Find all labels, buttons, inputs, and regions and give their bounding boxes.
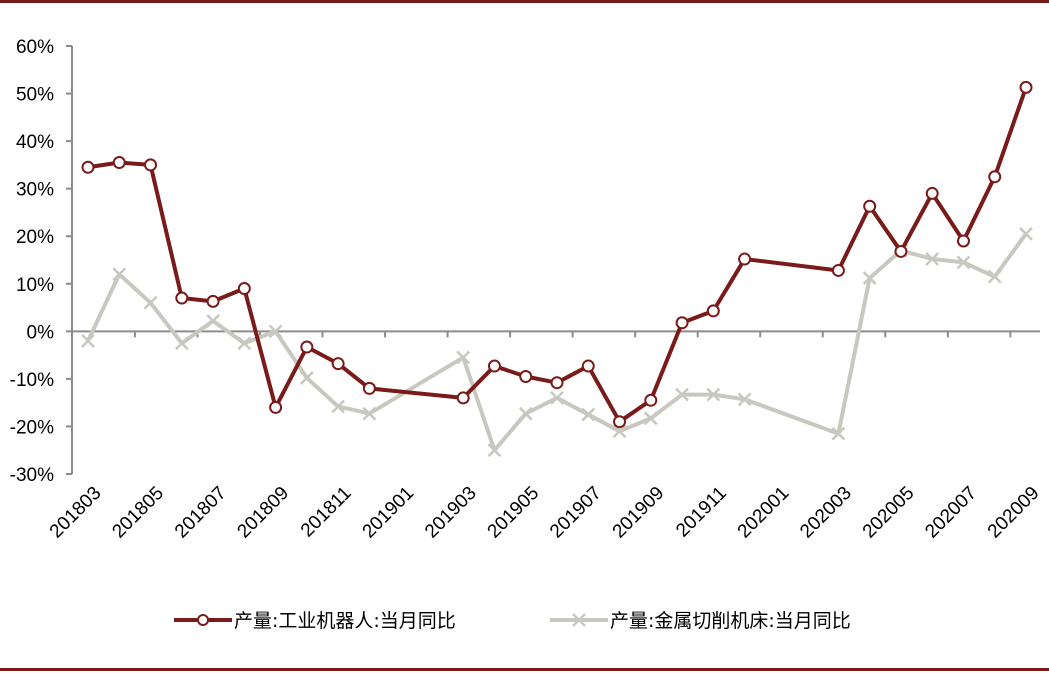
data-point <box>831 263 845 277</box>
data-point <box>863 199 877 213</box>
data-point <box>487 443 502 458</box>
data-point <box>925 186 939 200</box>
y-tick-label: 10% <box>16 275 54 296</box>
data-point <box>519 370 533 384</box>
data-point <box>300 340 314 354</box>
x-tick-label: 201803 <box>46 483 106 543</box>
data-point <box>175 291 189 305</box>
data-point <box>456 350 471 365</box>
x-tick-label: 201809 <box>233 483 293 543</box>
data-point <box>81 160 95 174</box>
x-tick-label: 201905 <box>484 483 544 543</box>
data-point <box>550 391 564 405</box>
data-point <box>737 392 752 407</box>
y-tick-label: -10% <box>10 370 54 391</box>
data-point <box>613 415 627 429</box>
y-tick-label: 30% <box>16 180 54 201</box>
y-tick-label: -20% <box>10 417 54 438</box>
data-point <box>581 407 596 422</box>
legend-label-machine-tools: 产量:金属切削机床:当月同比 <box>610 610 851 632</box>
legend-swatch-machine-tools <box>550 612 608 627</box>
x-tick-label: 201903 <box>421 483 481 543</box>
data-point <box>831 426 846 441</box>
data-point <box>174 336 189 351</box>
data-point <box>112 267 127 282</box>
x-tick-label: 201911 <box>672 483 731 542</box>
data-point <box>925 252 940 266</box>
data-point <box>675 316 689 330</box>
x-tick-label: 202003 <box>796 483 856 543</box>
data-point <box>143 295 158 310</box>
data-point <box>456 391 470 405</box>
series-machine-tools <box>81 226 1033 458</box>
data-point <box>81 333 95 348</box>
data-point <box>206 313 220 328</box>
y-tick-label: 60% <box>16 37 54 58</box>
y-axis-ticks: 60% 50% 40% 30% 20% 10% 0% -10% -20% -30% <box>10 37 72 486</box>
x-tick-label: 202005 <box>859 483 919 543</box>
data-point <box>1019 80 1033 94</box>
x-tick-label: 201907 <box>546 483 606 543</box>
x-tick-label: 201811 <box>297 483 356 542</box>
data-point <box>706 387 721 402</box>
top-rule <box>0 0 1049 3</box>
data-point <box>550 376 564 390</box>
data-point <box>987 269 1002 284</box>
legend-item-robots: 产量:工业机器人:当月同比 <box>172 606 456 633</box>
x-tick-label: 201909 <box>609 483 669 543</box>
data-point <box>487 359 501 373</box>
data-point <box>612 424 627 439</box>
bottom-rule <box>0 668 1049 671</box>
data-point <box>331 357 345 371</box>
y-tick-label: 40% <box>16 132 54 153</box>
series-layer <box>81 80 1033 458</box>
data-point <box>956 234 970 248</box>
legend: 产量:工业机器人:当月同比 产量:金属切削机床:当月同比 <box>0 606 1049 636</box>
x-tick-label: 202001 <box>734 483 794 543</box>
series-robots <box>81 80 1033 429</box>
x-axis-ticks: 201803 201805 201807 201809 201811 201901 2019… <box>46 331 1044 542</box>
x-tick-label: 201807 <box>171 483 231 543</box>
axes <box>71 46 1040 474</box>
y-tick-label: 0% <box>27 322 55 343</box>
data-point <box>956 255 971 270</box>
y-tick-label: 50% <box>16 85 54 106</box>
data-point <box>518 406 533 421</box>
data-point <box>894 244 908 258</box>
data-point <box>988 170 1002 184</box>
data-point <box>738 252 752 266</box>
data-point <box>1019 226 1033 241</box>
legend-label-robots: 产量:工业机器人:当月同比 <box>234 610 456 632</box>
data-point <box>643 411 658 426</box>
legend-item-machine-tools: 产量:金属切削机床:当月同比 <box>548 606 851 633</box>
y-tick-label: -30% <box>10 465 54 486</box>
data-point <box>206 294 220 308</box>
y-tick-label: 20% <box>16 227 54 248</box>
x-tick-label: 202007 <box>921 483 981 543</box>
data-point <box>269 400 283 414</box>
data-point <box>581 359 595 373</box>
data-point <box>237 336 252 351</box>
data-point <box>299 371 314 385</box>
x-tick-label: 201901 <box>359 483 419 543</box>
legend-swatch-robots <box>174 613 232 626</box>
data-point <box>331 399 346 414</box>
series-line <box>87 86 1028 424</box>
data-point <box>144 158 158 172</box>
data-point <box>362 381 376 395</box>
data-point <box>237 282 251 296</box>
x-tick-label: 201805 <box>108 483 168 543</box>
data-point <box>862 271 877 285</box>
data-point <box>268 324 283 339</box>
series-line <box>86 232 1028 453</box>
data-point <box>706 304 720 318</box>
data-point <box>362 406 377 421</box>
x-tick-label: 202009 <box>984 483 1044 543</box>
data-point <box>644 393 658 407</box>
data-point <box>112 156 126 170</box>
data-point <box>675 387 689 402</box>
